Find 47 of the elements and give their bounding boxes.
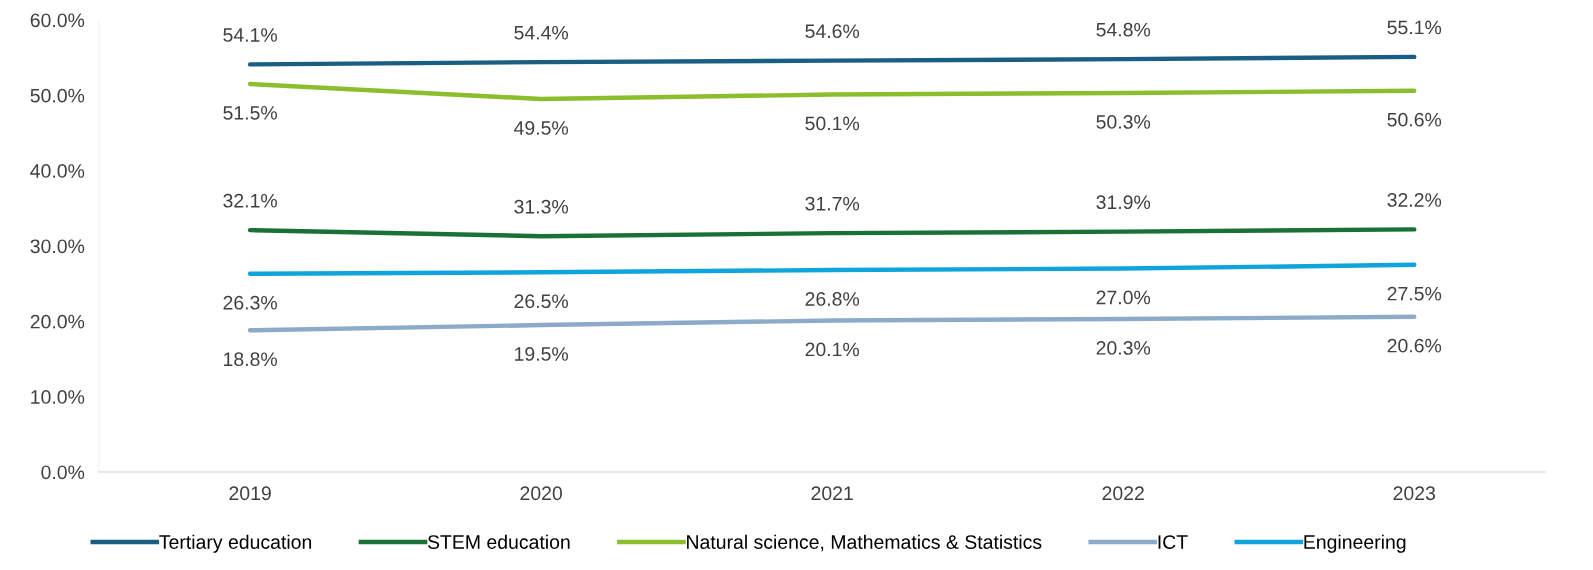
legend-label: STEM education <box>427 534 570 549</box>
data-label: 19.5% <box>515 347 569 361</box>
x-tick-label: 2022 <box>1102 486 1144 501</box>
line-series <box>247 54 1417 67</box>
data-label: 32.2% <box>1387 193 1442 207</box>
line-series <box>247 314 1417 333</box>
y-tick-label: 60.0% <box>30 13 85 28</box>
data-label: 50.1% <box>805 116 860 131</box>
data-label: 31.7% <box>805 196 860 211</box>
data-label: 27.0% <box>1096 290 1151 305</box>
y-tick-label: 10.0% <box>31 390 85 404</box>
data-label: 50.3% <box>1096 115 1151 129</box>
y-tick-label: 50.0% <box>30 88 85 103</box>
data-label: 31.9% <box>1096 195 1151 210</box>
data-label: 26.8% <box>805 292 860 306</box>
data-label: 31.3% <box>514 199 569 214</box>
line-series <box>247 262 1417 277</box>
data-label: 54.8% <box>1096 22 1151 37</box>
data-label: 27.5% <box>1387 286 1442 301</box>
y-tick-label: 0.0% <box>41 465 85 480</box>
legend-label: Natural science, Mathematics & Statistics <box>687 534 1042 552</box>
y-tick-label: 20.0% <box>30 314 85 329</box>
data-label: 50.6% <box>1387 112 1442 127</box>
x-tick-label: 2021 <box>811 486 853 501</box>
legend-label: Tertiary education <box>159 534 312 553</box>
legend-label: Engineering <box>1304 534 1406 553</box>
data-label: 26.5% <box>514 294 569 309</box>
y-tick-label: 40.0% <box>30 164 85 178</box>
data-label: 20.3% <box>1096 341 1151 355</box>
line-series <box>247 227 1417 239</box>
x-tick-label: 2019 <box>229 486 271 501</box>
data-label: 51.5% <box>223 106 277 120</box>
x-tick-label: 2023 <box>1393 486 1436 501</box>
data-label: 49.5% <box>514 121 569 135</box>
line-series <box>247 81 1417 102</box>
legend-label: ICT <box>1158 535 1188 549</box>
data-label: 54.6% <box>805 24 860 39</box>
data-label: 18.8% <box>224 352 277 367</box>
y-tick-label: 30.0% <box>30 239 85 254</box>
data-label: 54.1% <box>223 28 277 42</box>
data-label: 20.6% <box>1387 338 1442 353</box>
data-label: 54.4% <box>514 25 569 40</box>
data-label: 55.1% <box>1387 20 1442 35</box>
x-tick-label: 2020 <box>520 486 563 501</box>
data-label: 32.1% <box>223 193 277 208</box>
data-label: 26.3% <box>223 295 277 310</box>
data-label: 20.1% <box>805 342 860 357</box>
